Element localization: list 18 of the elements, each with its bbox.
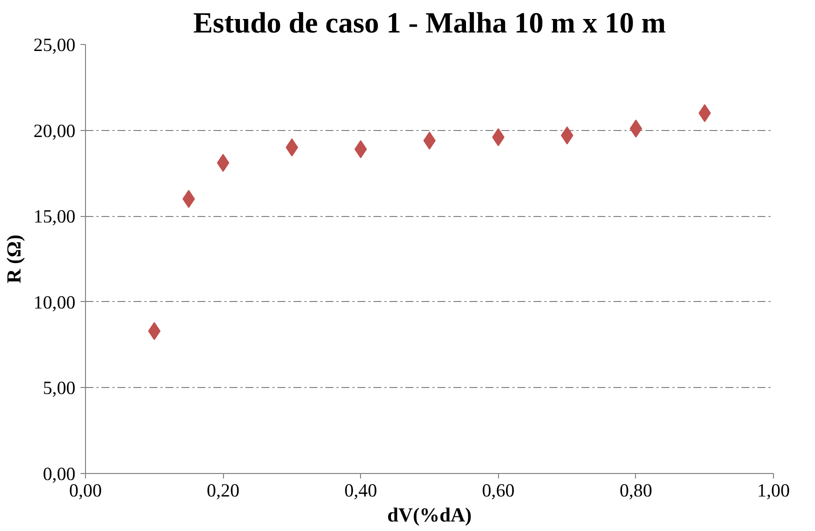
- point: [560, 126, 574, 144]
- chart-title: Estudo de caso 1 - Malha 10 m x 10 m: [193, 8, 666, 40]
- x-tick-label: 0,40: [344, 480, 378, 502]
- x-tick-label: 0,60: [482, 480, 515, 502]
- y-tick-label: 10,00: [34, 292, 76, 314]
- y-tick-label: 15,00: [34, 206, 76, 228]
- point: [286, 138, 298, 156]
- y-axis-title: R (Ω): [4, 234, 26, 284]
- x-axis-title: dV(%dA): [387, 504, 472, 526]
- x-tick-label: 0,80: [620, 480, 652, 502]
- point: [423, 132, 436, 150]
- x-tick-label: 1,00: [757, 480, 790, 502]
- y-tick-label: 5,00: [42, 378, 76, 400]
- y-tick-label: 20,00: [34, 120, 76, 142]
- y-tick-label: 25,00: [34, 35, 76, 56]
- x-tick-label: 0,20: [206, 480, 240, 502]
- point: [216, 154, 230, 172]
- point: [630, 120, 642, 138]
